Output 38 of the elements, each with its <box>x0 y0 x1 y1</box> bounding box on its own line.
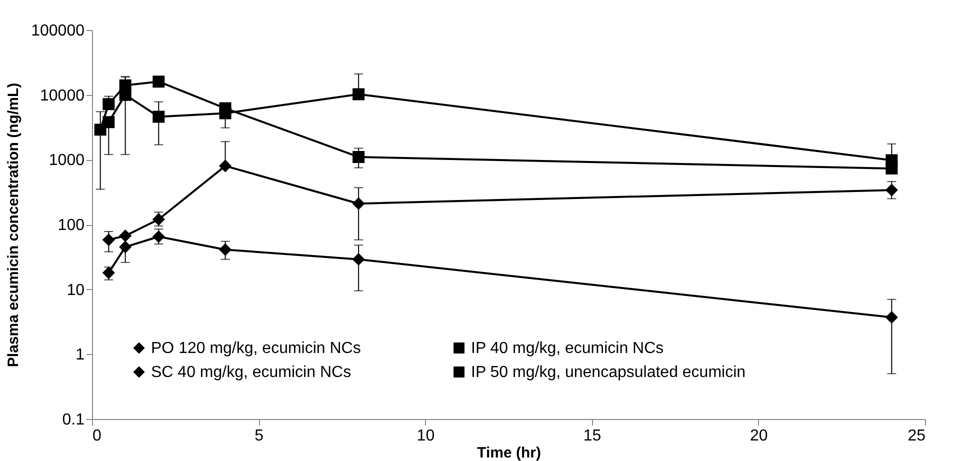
legend-label: SC 40 mg/kg, ecumicin NCs <box>151 364 352 381</box>
x-tick-label: 5 <box>254 428 264 444</box>
x-axis-title: Time (hr) <box>477 444 541 461</box>
point <box>152 76 165 88</box>
x-tick-label: 0 <box>92 428 102 444</box>
legend-label: PO 120 mg/kg, ecumicin NCs <box>151 340 361 357</box>
legend-label: IP 40 mg/kg, ecumicin NCs <box>471 340 664 357</box>
point <box>352 253 365 266</box>
point <box>94 124 106 136</box>
point <box>886 311 898 324</box>
point <box>886 184 898 196</box>
point <box>219 160 232 172</box>
point <box>152 110 165 123</box>
point <box>119 240 132 253</box>
y-tick-label: 1000 <box>48 152 85 170</box>
point <box>119 230 132 242</box>
x-tick-label: 25 <box>908 428 926 444</box>
point <box>352 88 365 100</box>
point <box>152 230 165 243</box>
legend-label: IP 50 mg/kg, unencapsulated ecumicin <box>471 364 746 381</box>
point <box>219 102 232 114</box>
point <box>352 150 365 163</box>
point <box>102 98 115 110</box>
x-tick-label: 15 <box>583 428 602 444</box>
point <box>886 162 898 175</box>
y-axis-title: Plasma ecumicin concentration (ng/mL) <box>5 82 22 368</box>
y-tick-label: 10 <box>66 282 85 299</box>
point <box>119 79 132 92</box>
x-tick-label: 10 <box>416 428 435 444</box>
y-tick-label: 0.1 <box>62 412 85 428</box>
y-tick-label: 100000 <box>31 22 85 40</box>
y-tick-label: 10000 <box>40 87 85 104</box>
y-tick-label: 100 <box>58 217 85 234</box>
y-tick-label: 1 <box>76 346 85 364</box>
point <box>219 244 232 256</box>
point <box>102 234 115 246</box>
x-tick-label: 20 <box>750 428 768 444</box>
point <box>352 198 365 210</box>
